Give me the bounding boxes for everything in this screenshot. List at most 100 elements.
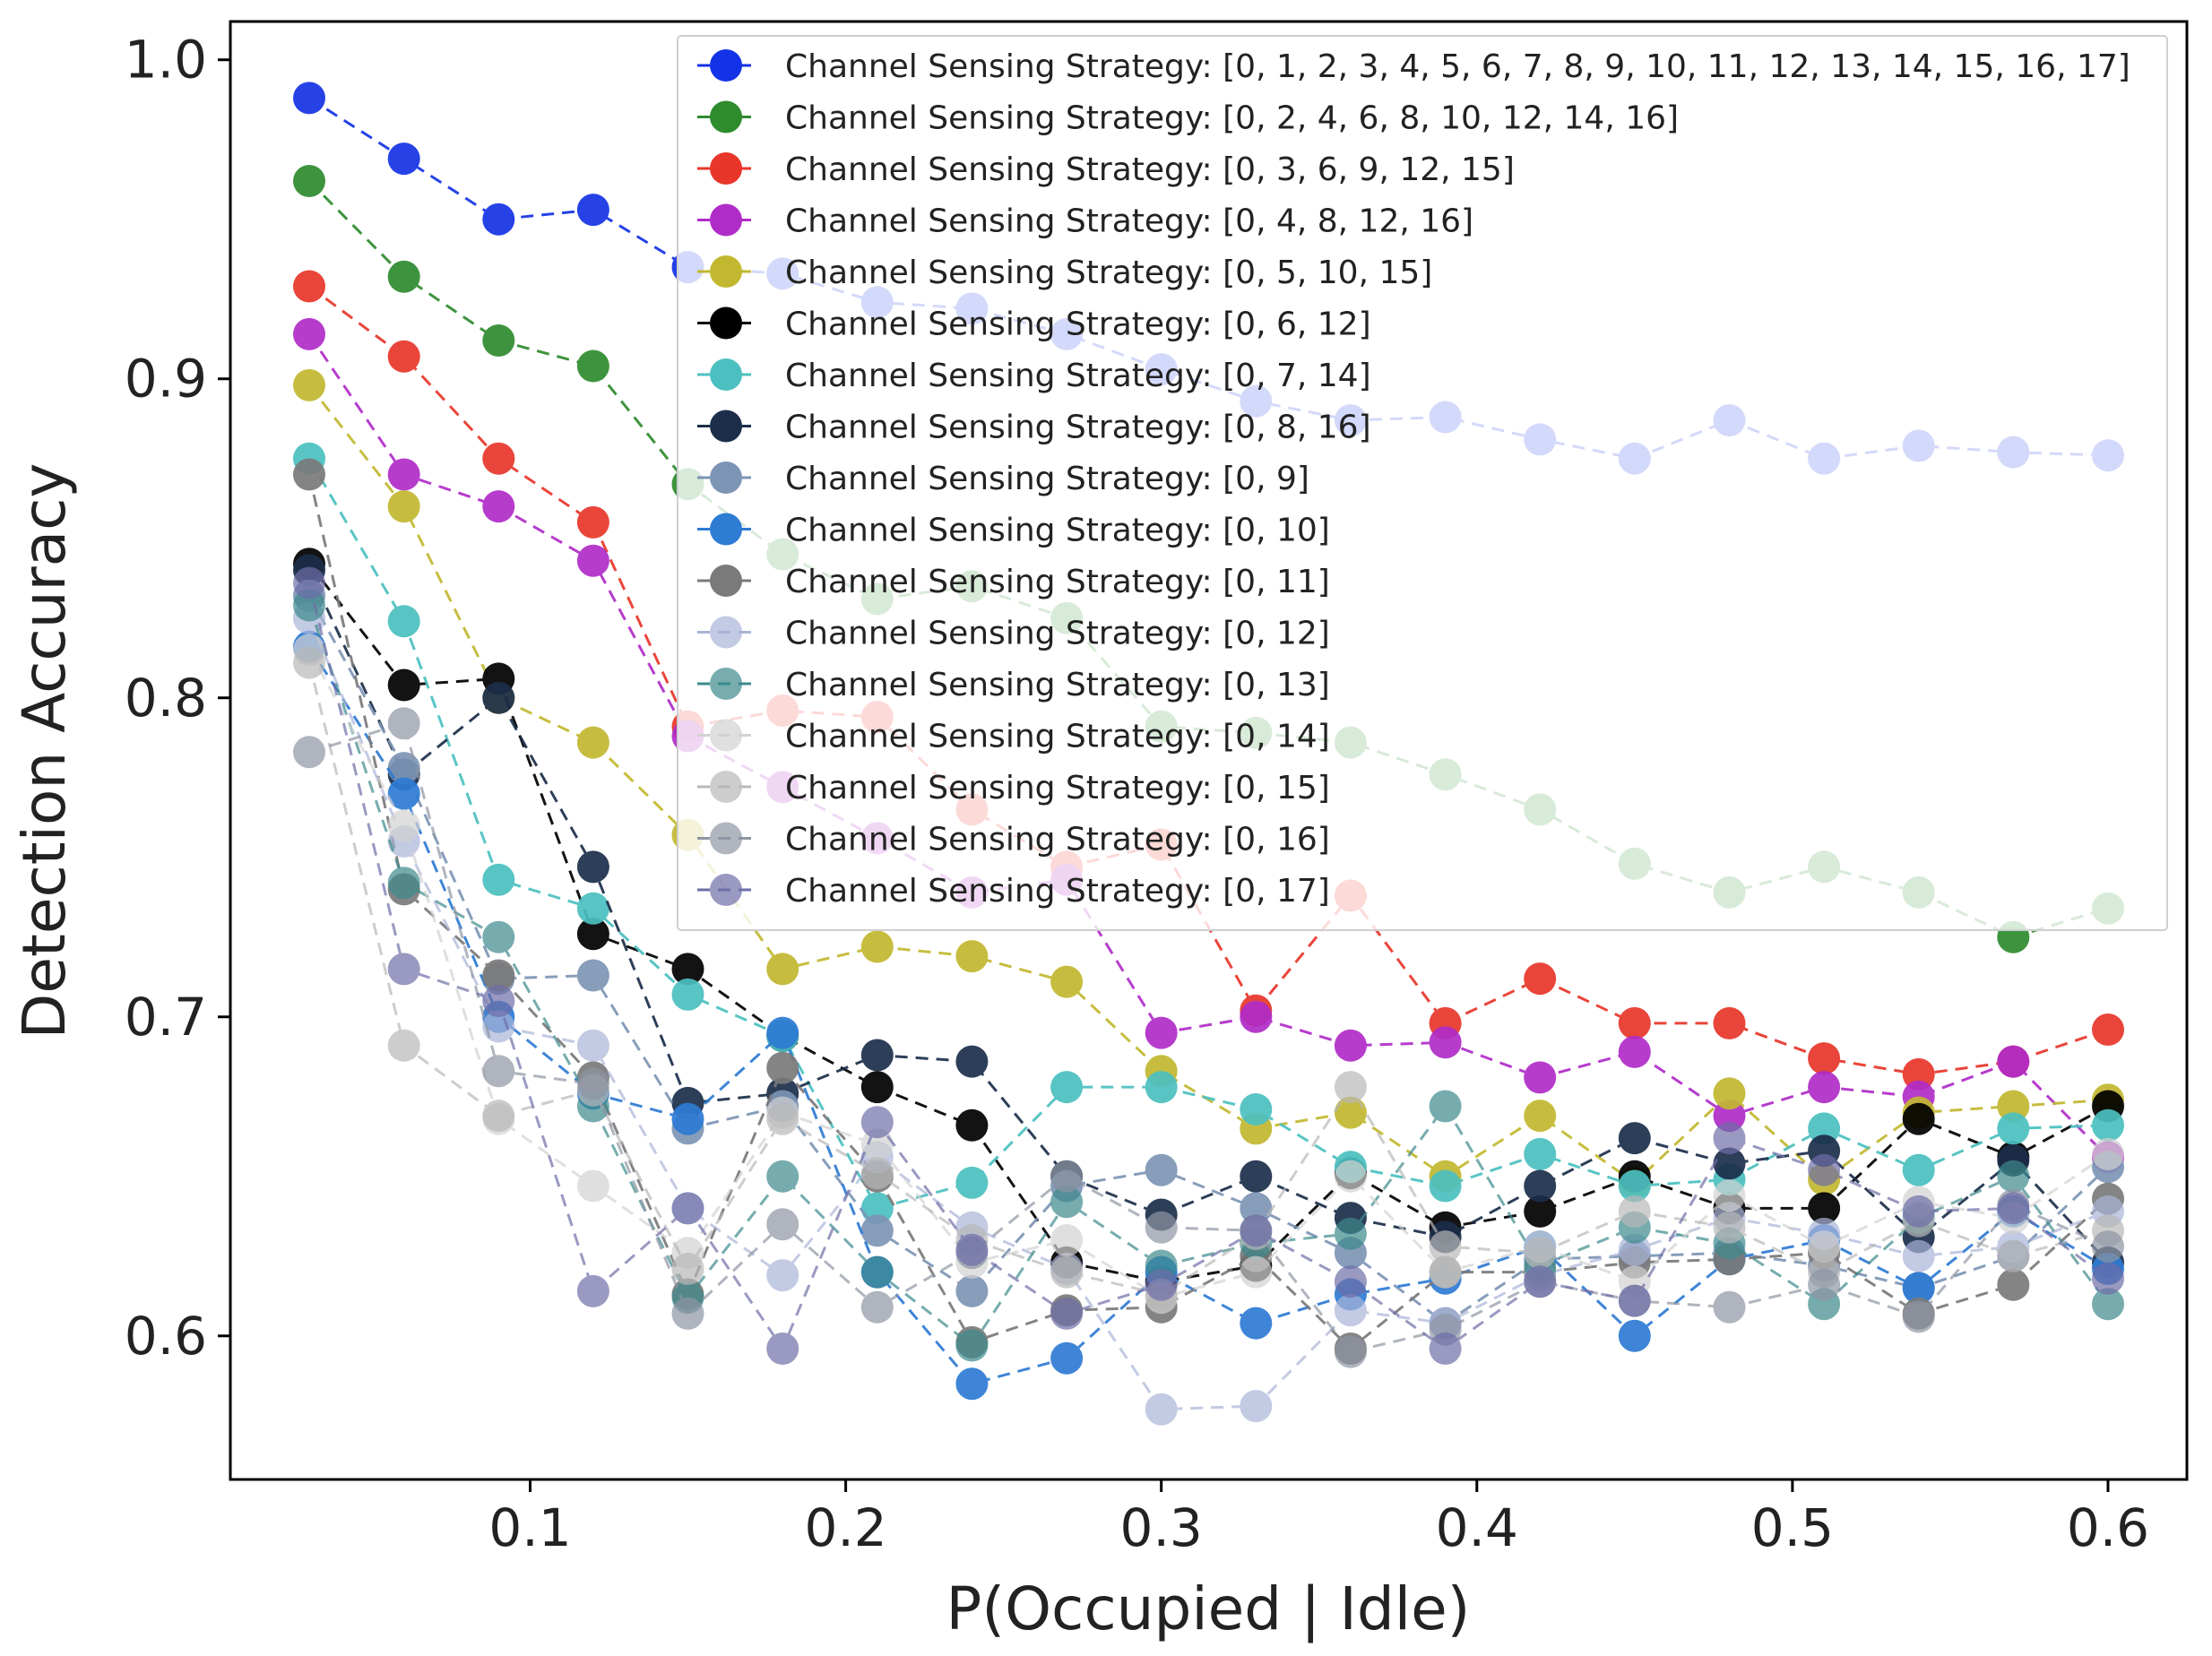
data-point xyxy=(1145,1268,1178,1301)
data-point xyxy=(1524,962,1557,996)
data-point xyxy=(1524,1137,1557,1170)
data-point xyxy=(2092,1013,2124,1046)
data-point xyxy=(955,1166,989,1199)
legend-item: Channel Sensing Strategy: [0, 7, 14] xyxy=(697,358,1371,394)
data-point xyxy=(1997,1045,2030,1078)
series-line xyxy=(307,649,2109,1299)
x-tick-label: 0.5 xyxy=(1751,1497,1834,1558)
data-point xyxy=(671,1192,704,1225)
legend-label: Channel Sensing Strategy: [0, 6, 12] xyxy=(785,306,1371,343)
data-point xyxy=(671,1297,704,1330)
legend-box xyxy=(677,35,2168,931)
legend-label: Channel Sensing Strategy: [0, 4, 8, 12, … xyxy=(785,203,1473,240)
data-point xyxy=(576,918,609,951)
data-point xyxy=(1808,1230,1841,1264)
legend-marker xyxy=(710,513,742,546)
data-point xyxy=(671,1253,704,1285)
data-point xyxy=(293,270,325,303)
data-point xyxy=(387,340,420,373)
data-point xyxy=(1618,1169,1651,1203)
data-point xyxy=(1902,1153,1935,1186)
legend-label: Channel Sensing Strategy: [0, 16] xyxy=(785,822,1330,858)
series-line xyxy=(308,721,2109,1354)
data-point xyxy=(1240,1000,1273,1033)
data-point xyxy=(766,1160,799,1193)
data-point xyxy=(1429,1090,1462,1123)
data-point xyxy=(387,752,420,785)
data-point xyxy=(1618,1284,1651,1317)
data-point xyxy=(482,959,515,992)
legend-marker xyxy=(710,461,742,494)
data-point xyxy=(387,707,420,740)
legend-label: Channel Sensing Strategy: [0, 9] xyxy=(785,461,1309,497)
data-point xyxy=(293,368,325,401)
data-point xyxy=(387,777,420,810)
data-point xyxy=(1997,1112,2030,1145)
data-point xyxy=(1429,1333,1462,1365)
data-point xyxy=(387,1029,420,1062)
data-point xyxy=(482,1055,515,1088)
data-point xyxy=(482,985,515,1017)
data-point xyxy=(955,1233,989,1266)
data-point xyxy=(2092,1230,2124,1264)
series-line xyxy=(307,662,2109,1297)
legend-label: Channel Sensing Strategy: [0, 14] xyxy=(785,719,1330,755)
data-point xyxy=(1145,1016,1178,1049)
data-point xyxy=(576,1274,609,1307)
data-point xyxy=(1902,1195,1935,1228)
legend-marker xyxy=(710,152,742,185)
data-point xyxy=(1524,1169,1557,1203)
data-point xyxy=(1429,1255,1462,1289)
data-point xyxy=(482,681,515,714)
legend-item: Channel Sensing Strategy: [0, 8, 16] xyxy=(697,410,1371,446)
legend-marker xyxy=(710,410,742,443)
data-point xyxy=(1334,1265,1367,1298)
data-point xyxy=(1050,1186,1084,1219)
legend-label: Channel Sensing Strategy: [0, 11] xyxy=(785,564,1330,600)
data-point xyxy=(860,1192,894,1225)
data-point xyxy=(1334,1071,1367,1104)
data-point xyxy=(293,165,325,197)
data-point xyxy=(1145,1393,1178,1426)
data-point xyxy=(1429,1169,1462,1203)
data-point xyxy=(1808,1192,1841,1225)
x-tick-label: 0.4 xyxy=(1436,1497,1518,1558)
data-point xyxy=(860,1255,894,1289)
legend-label: Channel Sensing Strategy: [0, 2, 4, 6, 8… xyxy=(785,100,1679,137)
x-tick-label: 0.2 xyxy=(804,1497,886,1558)
data-point xyxy=(955,1274,989,1307)
legend-label: Channel Sensing Strategy: [0, 5, 10, 15] xyxy=(785,254,1432,291)
data-point xyxy=(1713,1100,1746,1133)
data-point xyxy=(1997,1090,2030,1123)
legend-item: Channel Sensing Strategy: [0, 17] xyxy=(697,873,1330,910)
data-point xyxy=(1524,1195,1557,1228)
data-point xyxy=(1240,1093,1273,1126)
data-point xyxy=(1618,1006,1651,1039)
data-point xyxy=(1902,1272,1935,1305)
data-point xyxy=(482,324,515,357)
data-point xyxy=(576,959,609,992)
data-point xyxy=(387,490,420,523)
data-point xyxy=(1808,1112,1841,1145)
data-point xyxy=(2092,1108,2124,1142)
legend-marker xyxy=(710,616,742,649)
data-point xyxy=(1618,1319,1651,1352)
data-point xyxy=(766,1102,799,1135)
legend-item: Channel Sensing Strategy: [0, 3, 6, 9, 1… xyxy=(697,151,1515,188)
data-point xyxy=(1713,1211,1746,1244)
legend-item: Channel Sensing Strategy: [0, 12] xyxy=(697,616,1330,652)
legend-label: Channel Sensing Strategy: [0, 12] xyxy=(785,616,1330,652)
data-point xyxy=(293,736,325,769)
data-point xyxy=(576,850,609,884)
data-point xyxy=(860,1290,894,1324)
legend-item: Channel Sensing Strategy: [0, 13] xyxy=(697,667,1330,703)
data-point xyxy=(1145,1153,1178,1186)
data-point xyxy=(860,1106,894,1139)
data-point xyxy=(482,442,515,475)
data-point xyxy=(1334,1294,1367,1327)
y-tick-label: 0.6 xyxy=(125,1306,207,1367)
y-tick-label: 0.8 xyxy=(125,668,207,729)
series-17 xyxy=(293,566,2124,1365)
data-point xyxy=(576,1029,609,1062)
